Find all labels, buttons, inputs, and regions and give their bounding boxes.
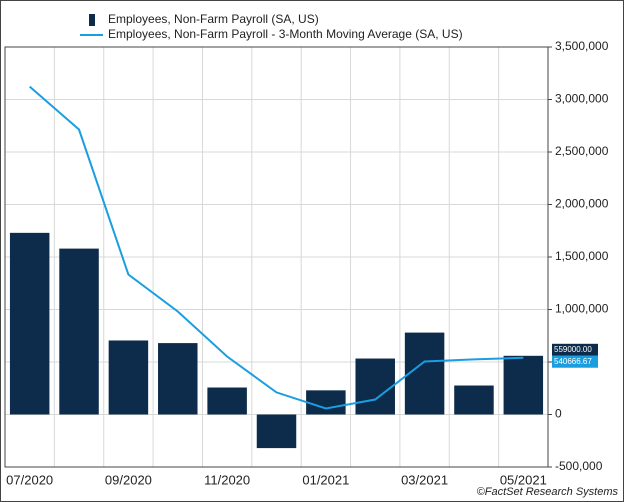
- legend-label: Employees, Non-Farm Payroll (SA, US): [108, 12, 319, 26]
- legend-swatch: [89, 14, 95, 26]
- y-tick-label: 1,500,000: [555, 249, 609, 263]
- x-tick-label: 05/2021: [500, 472, 547, 487]
- bar: [9, 232, 50, 415]
- plot-border: [4, 46, 549, 468]
- x-tick-label: 03/2021: [401, 472, 448, 487]
- x-tick-label: 01/2021: [302, 472, 349, 487]
- legend-label: Employees, Non-Farm Payroll - 3-Month Mo…: [108, 27, 463, 41]
- bar: [256, 414, 297, 449]
- y-tick-label: 2,000,000: [555, 197, 609, 211]
- x-tick-label: 11/2020: [204, 472, 250, 487]
- bar: [158, 343, 198, 415]
- bar: [207, 387, 247, 415]
- y-tick-label: 3,500,000: [555, 39, 609, 53]
- value-label: 559000.00: [554, 345, 592, 354]
- y-tick-label: 1,000,000: [555, 302, 609, 316]
- value-label: 540666.67: [554, 357, 592, 366]
- bar: [59, 248, 99, 415]
- y-tick-label: 3,000,000: [555, 92, 609, 106]
- x-tick-label: 07/2020: [6, 472, 53, 487]
- bar: [503, 355, 544, 415]
- bar: [404, 332, 445, 415]
- bar: [355, 358, 395, 415]
- x-tick-label: 09/2020: [105, 472, 152, 487]
- bar: [108, 340, 149, 415]
- y-tick-label: 0: [555, 407, 562, 421]
- bar: [306, 390, 346, 415]
- y-tick-label: 2,500,000: [555, 144, 609, 158]
- y-tick-label: -500,000: [555, 459, 603, 473]
- source: ©FactSet Research Systems: [477, 486, 619, 498]
- bar: [454, 385, 494, 415]
- value-label-box: [552, 355, 598, 368]
- line: [29, 85, 524, 410]
- value-label-box: [552, 343, 598, 356]
